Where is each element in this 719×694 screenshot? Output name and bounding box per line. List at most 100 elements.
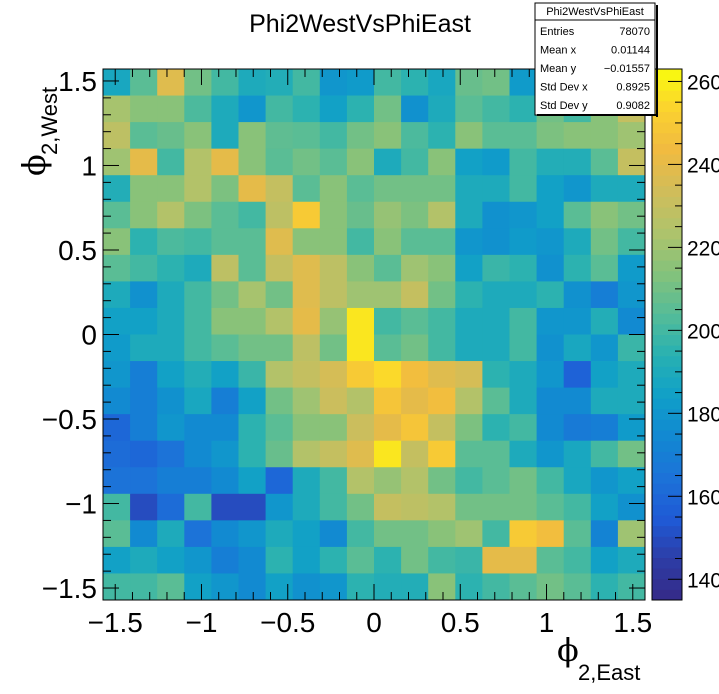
heatmap-cell <box>103 201 131 229</box>
heatmap-cell <box>482 361 510 388</box>
color-scale-swatch <box>652 376 682 389</box>
heatmap-cell <box>482 307 510 335</box>
heatmap-cell <box>374 122 402 150</box>
heatmap-cell <box>130 573 158 601</box>
color-scale-swatch <box>652 568 682 580</box>
color-scale-swatch <box>652 525 682 537</box>
heatmap-cell <box>211 546 239 574</box>
x-tick-label: 0 <box>366 607 382 638</box>
heatmap-cell <box>401 307 429 335</box>
heatmap-cell <box>157 122 185 150</box>
heatmap-cell <box>590 520 619 548</box>
heatmap-cell <box>482 546 510 574</box>
heatmap-cell <box>292 69 321 96</box>
heatmap-cell <box>617 467 646 495</box>
heatmap-cell <box>265 281 294 309</box>
heatmap-cell <box>590 467 619 495</box>
heatmap-cell <box>509 440 537 468</box>
heatmap-cell <box>292 122 321 150</box>
heatmap-cell <box>401 95 429 123</box>
color-scale-swatch <box>652 578 682 590</box>
heatmap-cell <box>157 148 185 176</box>
stats-label: Entries <box>540 26 575 38</box>
heatmap-cell <box>509 69 537 96</box>
heatmap-cell <box>374 361 402 388</box>
heatmap-cell <box>292 440 321 468</box>
color-scale-swatch <box>652 515 682 527</box>
heatmap-cell <box>563 387 592 415</box>
heatmap-cell <box>590 361 619 388</box>
heatmap-cell <box>346 334 375 362</box>
heatmap-cell <box>157 334 185 362</box>
x-tick-label: 1.5 <box>613 607 652 638</box>
heatmap-cell <box>265 122 294 150</box>
heatmap-cell <box>184 122 212 150</box>
color-scale-swatch <box>652 461 682 474</box>
heatmap-cell <box>590 228 619 256</box>
heatmap-cell <box>617 307 646 335</box>
y-tick-label: 1.5 <box>58 66 97 97</box>
heatmap-cell <box>428 361 456 388</box>
heatmap-cell <box>319 387 348 415</box>
heatmap-cell <box>401 69 429 96</box>
heatmap-cell <box>211 281 239 309</box>
heatmap-cell <box>319 175 348 203</box>
heatmap-cell <box>265 307 294 335</box>
heatmap-cell <box>157 414 185 442</box>
color-scale-swatch <box>652 493 682 505</box>
heatmap-cell <box>211 334 239 362</box>
heatmap-cell <box>428 520 456 548</box>
heatmap-cell <box>130 148 158 176</box>
heatmap-cell <box>265 387 294 415</box>
y-axis-title: ϕ 2,West <box>15 87 62 176</box>
heatmap-cell <box>374 573 402 601</box>
heatmap-cell <box>265 228 294 256</box>
heatmap-cell <box>455 334 483 362</box>
heatmap-cell <box>428 573 456 601</box>
color-scale-swatch <box>652 79 682 91</box>
heatmap-cell <box>428 281 456 309</box>
heatmap-cell <box>265 440 294 468</box>
heatmap-cell <box>238 334 266 362</box>
heatmap-cell <box>374 440 402 468</box>
heatmap-cell <box>401 387 429 415</box>
stats-value: 0.01144 <box>611 45 650 57</box>
heatmap-cell <box>482 440 510 468</box>
y-tick-labels: −1.5 −1 −0.5 0 0.5 1 1.5 <box>42 66 97 604</box>
heatmap-cell <box>319 307 348 335</box>
heatmap-cell <box>265 520 294 548</box>
heatmap-cell <box>590 201 619 229</box>
heatmap-cell <box>563 254 592 282</box>
heatmap-cell <box>374 307 402 335</box>
y-tick-label: 0.5 <box>58 235 97 266</box>
heatmap-cell <box>238 387 266 415</box>
heatmap-cell <box>428 387 456 415</box>
heatmap-cell <box>265 334 294 362</box>
heatmap-cell <box>292 95 321 123</box>
color-scale-swatch <box>652 132 682 144</box>
color-scale-swatch <box>652 270 682 282</box>
heatmap-cell <box>184 69 212 96</box>
color-scale-swatch <box>652 408 682 420</box>
heatmap-cell <box>590 493 619 521</box>
heatmap-cell <box>563 148 592 176</box>
heatmap-cell <box>509 493 537 521</box>
color-scale-swatch <box>652 69 682 81</box>
color-scale-tick-label: 220 <box>687 237 719 260</box>
heatmap-cell <box>617 520 646 548</box>
heatmap-cell <box>563 361 592 388</box>
heatmap-cell <box>346 493 375 521</box>
heatmap-cell <box>482 467 510 495</box>
heatmap-cell <box>265 254 294 282</box>
stats-label: Std Dev x <box>540 82 588 94</box>
heatmap-cell <box>563 520 592 548</box>
stats-value: 0.9082 <box>616 100 650 112</box>
color-scale-tick-label: 260 <box>687 71 719 94</box>
heatmap-cell <box>617 387 646 415</box>
heatmap-cell <box>536 467 565 495</box>
heatmap-cell <box>374 520 402 548</box>
heatmap-cell <box>184 254 212 282</box>
heatmap-cell <box>130 307 158 335</box>
heatmap-cell <box>238 520 266 548</box>
heatmap-cell <box>319 201 348 229</box>
